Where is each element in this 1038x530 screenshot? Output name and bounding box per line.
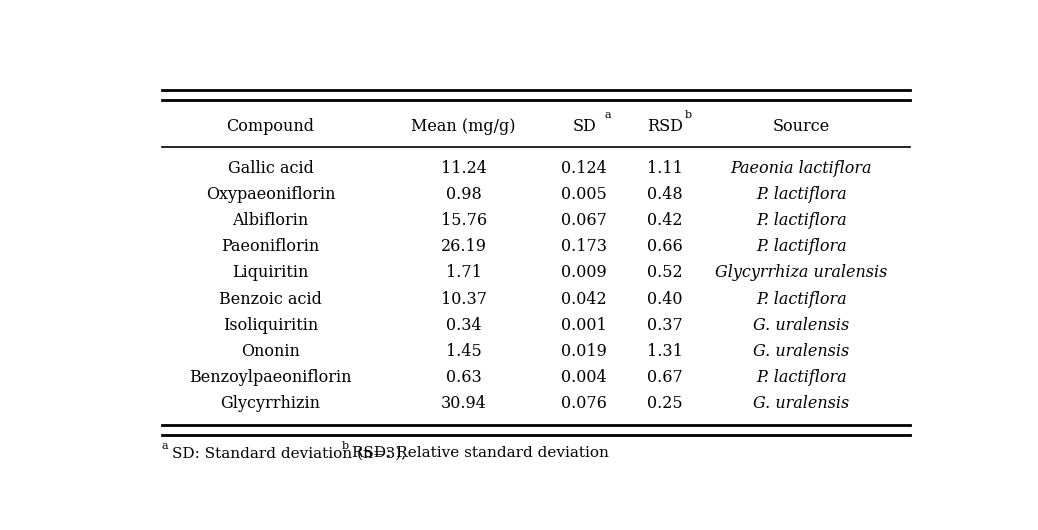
- Text: 30.94: 30.94: [441, 395, 487, 412]
- Text: 0.52: 0.52: [647, 264, 683, 281]
- Text: P. lactiflora: P. lactiflora: [756, 369, 847, 386]
- Text: 0.009: 0.009: [562, 264, 607, 281]
- Text: 1.71: 1.71: [445, 264, 482, 281]
- Text: SD: Standard deviation (n=3),: SD: Standard deviation (n=3),: [172, 446, 416, 461]
- Text: Isoliquiritin: Isoliquiritin: [223, 317, 319, 334]
- Text: Benzoylpaeoniflorin: Benzoylpaeoniflorin: [189, 369, 352, 386]
- Text: Ononin: Ononin: [241, 343, 300, 360]
- Text: 0.004: 0.004: [562, 369, 607, 386]
- Text: 1.11: 1.11: [647, 160, 683, 177]
- Text: 0.98: 0.98: [445, 186, 482, 203]
- Text: Compound: Compound: [226, 118, 315, 135]
- Text: 0.042: 0.042: [562, 290, 607, 307]
- Text: Paeoniflorin: Paeoniflorin: [221, 238, 320, 255]
- Text: 15.76: 15.76: [440, 212, 487, 229]
- Text: 0.48: 0.48: [647, 186, 683, 203]
- Text: G. uralensis: G. uralensis: [754, 343, 849, 360]
- Text: Paeonia lactiflora: Paeonia lactiflora: [731, 160, 872, 177]
- Text: 0.63: 0.63: [445, 369, 482, 386]
- Text: Benzoic acid: Benzoic acid: [219, 290, 322, 307]
- Text: 0.005: 0.005: [562, 186, 607, 203]
- Text: Oxypaeoniflorin: Oxypaeoniflorin: [206, 186, 335, 203]
- Text: 0.124: 0.124: [562, 160, 607, 177]
- Text: 0.001: 0.001: [562, 317, 607, 334]
- Text: Liquiritin: Liquiritin: [233, 264, 308, 281]
- Text: SD: SD: [572, 118, 596, 135]
- Text: 1.31: 1.31: [647, 343, 683, 360]
- Text: 0.173: 0.173: [562, 238, 607, 255]
- Text: Glycyrrhizin: Glycyrrhizin: [220, 395, 321, 412]
- Text: G. uralensis: G. uralensis: [754, 395, 849, 412]
- Text: 0.42: 0.42: [647, 212, 682, 229]
- Text: RSD: RSD: [647, 118, 683, 135]
- Text: a: a: [604, 110, 611, 120]
- Text: 0.25: 0.25: [647, 395, 683, 412]
- Text: 0.67: 0.67: [647, 369, 683, 386]
- Text: P. lactiflora: P. lactiflora: [756, 212, 847, 229]
- Text: 0.66: 0.66: [647, 238, 683, 255]
- Text: RSD: Relative standard deviation: RSD: Relative standard deviation: [352, 446, 608, 461]
- Text: 1.45: 1.45: [445, 343, 482, 360]
- Text: G. uralensis: G. uralensis: [754, 317, 849, 334]
- Text: a: a: [162, 441, 168, 451]
- Text: 0.40: 0.40: [647, 290, 682, 307]
- Text: 26.19: 26.19: [440, 238, 487, 255]
- Text: Source: Source: [773, 118, 830, 135]
- Text: Glycyrrhiza uralensis: Glycyrrhiza uralensis: [715, 264, 887, 281]
- Text: P. lactiflora: P. lactiflora: [756, 290, 847, 307]
- Text: 0.37: 0.37: [647, 317, 683, 334]
- Text: 0.067: 0.067: [562, 212, 607, 229]
- Text: Gallic acid: Gallic acid: [227, 160, 313, 177]
- Text: 0.34: 0.34: [445, 317, 482, 334]
- Text: P. lactiflora: P. lactiflora: [756, 186, 847, 203]
- Text: 0.019: 0.019: [562, 343, 607, 360]
- Text: 10.37: 10.37: [440, 290, 487, 307]
- Text: 11.24: 11.24: [441, 160, 487, 177]
- Text: Albiflorin: Albiflorin: [233, 212, 308, 229]
- Text: Mean (mg/g): Mean (mg/g): [411, 118, 516, 135]
- Text: P. lactiflora: P. lactiflora: [756, 238, 847, 255]
- Text: b: b: [342, 441, 349, 451]
- Text: b: b: [685, 110, 692, 120]
- Text: 0.076: 0.076: [562, 395, 607, 412]
